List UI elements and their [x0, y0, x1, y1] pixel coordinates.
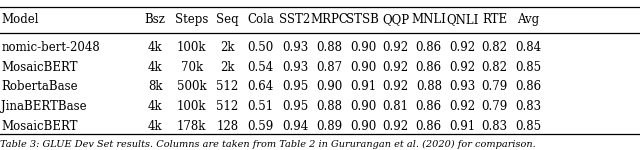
Text: 0.54: 0.54	[247, 61, 274, 74]
Text: 0.50: 0.50	[247, 42, 274, 54]
Text: 178k: 178k	[177, 120, 206, 132]
Text: MRPC: MRPC	[310, 13, 349, 26]
Text: 0.90: 0.90	[349, 42, 376, 54]
Text: 0.79: 0.79	[481, 100, 508, 113]
Text: 4k: 4k	[148, 61, 163, 74]
Text: SST2: SST2	[280, 13, 310, 26]
Text: 0.86: 0.86	[416, 61, 442, 74]
Text: 0.90: 0.90	[349, 61, 376, 74]
Text: 0.92: 0.92	[383, 81, 408, 93]
Text: RobertaBase: RobertaBase	[1, 81, 78, 93]
Text: 0.86: 0.86	[515, 81, 541, 93]
Text: 0.83: 0.83	[515, 100, 541, 113]
Text: Cola: Cola	[247, 13, 274, 26]
Text: 0.91: 0.91	[449, 120, 475, 132]
Text: JinaBERTBase: JinaBERTBase	[1, 100, 87, 113]
Text: 0.92: 0.92	[383, 42, 408, 54]
Text: 0.95: 0.95	[282, 100, 308, 113]
Text: Model: Model	[1, 13, 39, 26]
Text: 0.92: 0.92	[449, 61, 475, 74]
Text: QNLI: QNLI	[446, 13, 478, 26]
Text: 128: 128	[216, 120, 238, 132]
Text: 0.93: 0.93	[282, 42, 308, 54]
Text: 2k: 2k	[220, 42, 234, 54]
Text: 100k: 100k	[177, 100, 207, 113]
Text: 0.64: 0.64	[247, 81, 274, 93]
Text: Table 3: GLUE Dev Set results. Columns are taken from Table 2 in Gururangan et a: Table 3: GLUE Dev Set results. Columns a…	[0, 140, 536, 148]
Text: 4k: 4k	[148, 120, 163, 132]
Text: 0.88: 0.88	[416, 81, 442, 93]
Text: 0.92: 0.92	[449, 100, 475, 113]
Text: 0.92: 0.92	[383, 61, 408, 74]
Text: 0.92: 0.92	[449, 42, 475, 54]
Text: 0.94: 0.94	[282, 120, 308, 132]
Text: 0.82: 0.82	[482, 42, 508, 54]
Text: 100k: 100k	[177, 42, 207, 54]
Text: 0.95: 0.95	[282, 81, 308, 93]
Text: 8k: 8k	[148, 81, 163, 93]
Text: nomic-bert-2048: nomic-bert-2048	[1, 42, 100, 54]
Text: Avg: Avg	[517, 13, 539, 26]
Text: 0.86: 0.86	[416, 120, 442, 132]
Text: 0.91: 0.91	[350, 81, 376, 93]
Text: 0.92: 0.92	[383, 120, 408, 132]
Text: 0.89: 0.89	[317, 120, 342, 132]
Text: 0.81: 0.81	[383, 100, 408, 113]
Text: 0.93: 0.93	[282, 61, 308, 74]
Text: 0.93: 0.93	[449, 81, 476, 93]
Text: QQP: QQP	[382, 13, 409, 26]
Text: MosaicBERT: MosaicBERT	[1, 120, 78, 132]
Text: 512: 512	[216, 100, 238, 113]
Text: Seq: Seq	[216, 13, 239, 26]
Text: 0.79: 0.79	[481, 81, 508, 93]
Text: 0.90: 0.90	[349, 120, 376, 132]
Text: MNLI: MNLI	[412, 13, 446, 26]
Text: 0.87: 0.87	[317, 61, 342, 74]
Text: 0.90: 0.90	[349, 100, 376, 113]
Text: 2k: 2k	[220, 61, 234, 74]
Text: 0.82: 0.82	[482, 61, 508, 74]
Text: 0.86: 0.86	[416, 100, 442, 113]
Text: 0.88: 0.88	[317, 42, 342, 54]
Text: 0.83: 0.83	[482, 120, 508, 132]
Text: 4k: 4k	[148, 42, 163, 54]
Text: 0.85: 0.85	[515, 120, 541, 132]
Text: Steps: Steps	[175, 13, 209, 26]
Text: 500k: 500k	[177, 81, 207, 93]
Text: STSB: STSB	[346, 13, 380, 26]
Text: 0.85: 0.85	[515, 61, 541, 74]
Text: Bsz: Bsz	[145, 13, 166, 26]
Text: 0.51: 0.51	[248, 100, 273, 113]
Text: 0.86: 0.86	[416, 42, 442, 54]
Text: 0.59: 0.59	[247, 120, 274, 132]
Text: RTE: RTE	[482, 13, 508, 26]
Text: 0.84: 0.84	[515, 42, 541, 54]
Text: 512: 512	[216, 81, 238, 93]
Text: MosaicBERT: MosaicBERT	[1, 61, 78, 74]
Text: 0.90: 0.90	[316, 81, 343, 93]
Text: 0.88: 0.88	[317, 100, 342, 113]
Text: 70k: 70k	[180, 61, 203, 74]
Text: 4k: 4k	[148, 100, 163, 113]
